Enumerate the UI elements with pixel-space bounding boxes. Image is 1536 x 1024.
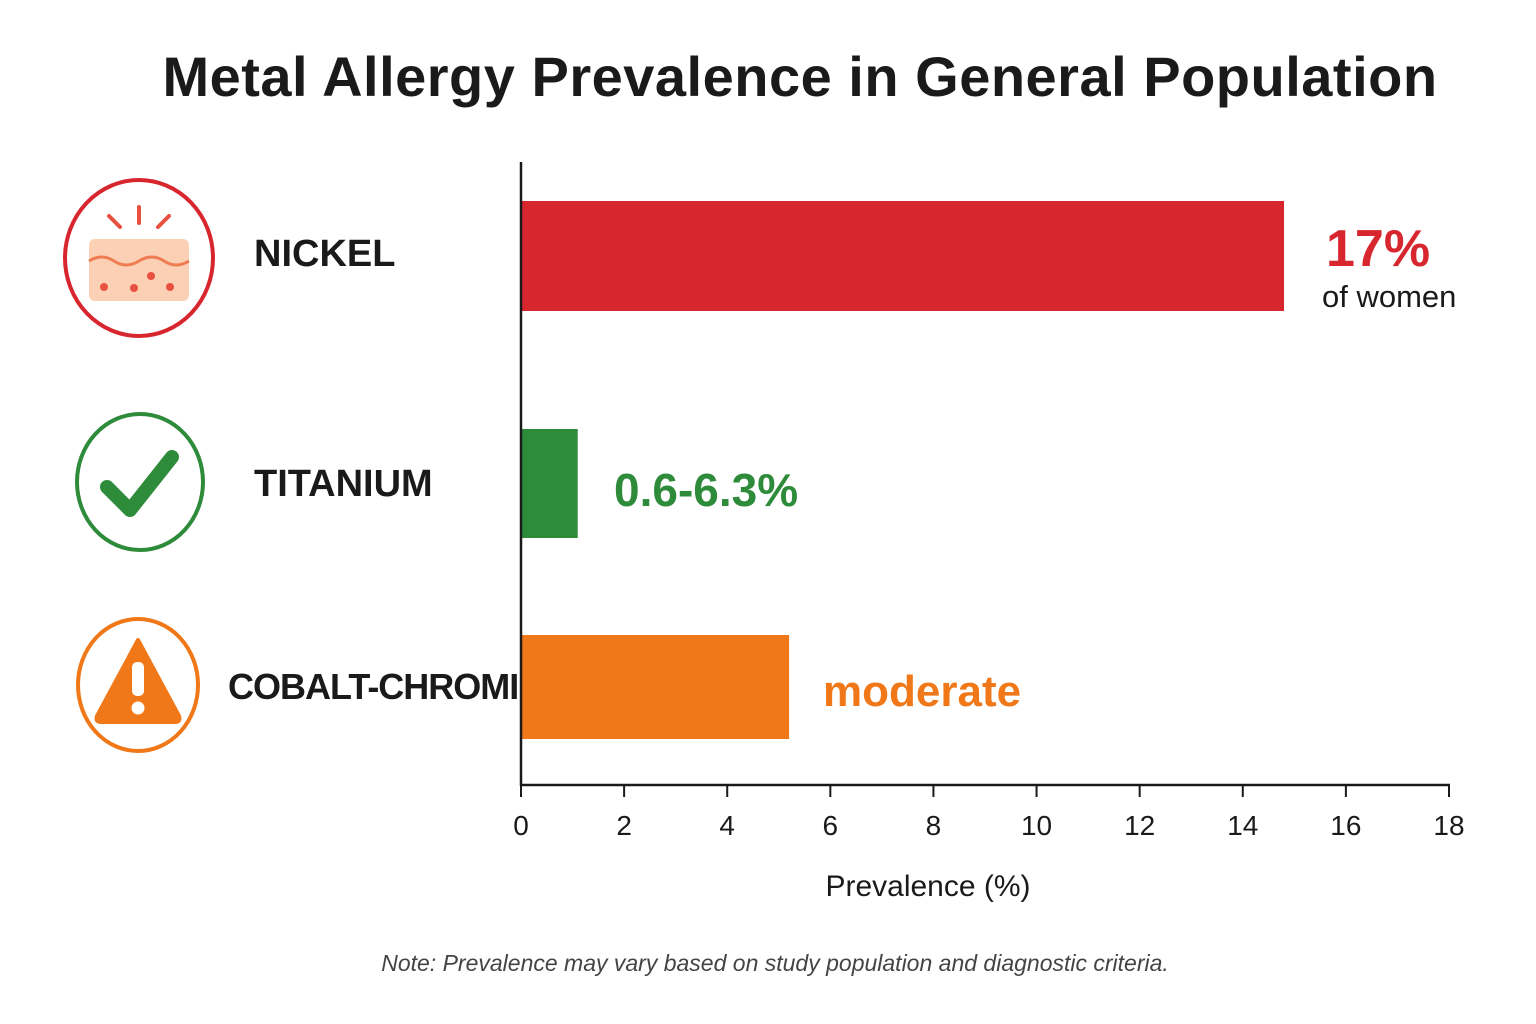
x-tick-label: 12 <box>1124 810 1155 841</box>
bar-nickel <box>521 201 1285 311</box>
x-tick-label: 18 <box>1433 810 1464 841</box>
x-axis-title: Prevalence (%) <box>825 870 1030 903</box>
chart-title: Metal Allergy Prevalence in General Popu… <box>162 45 1438 108</box>
value-sublabel-nickel: of women <box>1322 279 1456 314</box>
x-tick-label: 16 <box>1330 810 1361 841</box>
category-label-cobalt-chromium: COBALT-CHROMIUM <box>228 666 573 707</box>
x-tick-label: 10 <box>1021 810 1052 841</box>
bar-cobalt-chromium <box>521 635 790 739</box>
x-tick-label: 8 <box>926 810 942 841</box>
value-label-nickel: 17% <box>1326 220 1430 278</box>
category-label-nickel: NICKEL <box>254 233 396 275</box>
x-tick-label: 2 <box>616 810 632 841</box>
x-tick-label: 6 <box>823 810 839 841</box>
irritated-skin-icon <box>62 177 216 339</box>
footnote: Note: Prevalence may vary based on study… <box>381 950 1169 976</box>
checkmark-icon <box>74 411 206 553</box>
x-tick-label: 0 <box>513 810 529 841</box>
warning-icon <box>75 616 201 754</box>
category-label-titanium: TITANIUM <box>254 463 433 505</box>
x-tick-label: 14 <box>1227 810 1258 841</box>
x-tick-label: 4 <box>719 810 735 841</box>
value-label-titanium: 0.6-6.3% <box>614 464 798 516</box>
value-label-cobalt-chromium: moderate <box>823 667 1021 716</box>
bar-titanium <box>521 429 578 538</box>
